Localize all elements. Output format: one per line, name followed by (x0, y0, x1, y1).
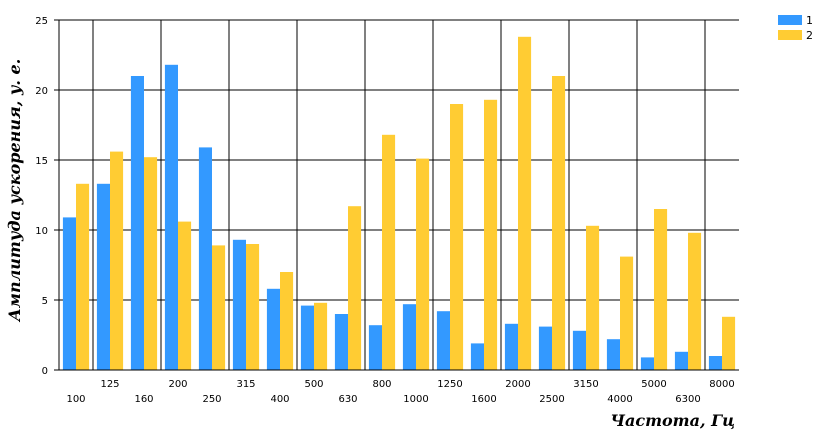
legend-label-2: 2 (806, 29, 813, 42)
bar-series-1 (708, 356, 722, 370)
gridlines (59, 19, 739, 371)
bar-series-2 (348, 206, 362, 370)
y-tick-label: 15 (35, 156, 48, 167)
y-tick-label: 10 (35, 226, 48, 237)
bar-series-2 (280, 272, 294, 370)
bar-series-2 (620, 256, 634, 370)
bar-series-2 (76, 183, 90, 370)
x-tick-label: 400 (270, 394, 289, 405)
x-tick-label: 800 (372, 379, 391, 390)
x-tick-label: 160 (134, 394, 153, 405)
x-tick-label: 1250 (437, 379, 462, 390)
bar-series-1 (300, 305, 314, 370)
x-tick-label: 5000 (641, 379, 666, 390)
bar-series-2 (110, 151, 124, 370)
bar-series-2 (722, 316, 736, 370)
bar-series-1 (436, 311, 450, 370)
bar-series-1 (674, 351, 688, 370)
bar-series-2 (178, 221, 192, 370)
x-tick-label: 1000 (403, 394, 428, 405)
x-tick-label: 500 (304, 379, 323, 390)
y-tick-label: 5 (42, 296, 48, 307)
y-tick-label: 0 (42, 366, 48, 377)
bar-series-1 (640, 357, 654, 370)
bar-series-1 (504, 323, 518, 370)
bar-series-2 (484, 99, 498, 371)
x-tick-label: 315 (236, 379, 255, 390)
bar-series-1 (470, 343, 484, 370)
bar-series-1 (130, 76, 144, 370)
bar-series-1 (164, 64, 178, 371)
y-axis-title: Амплитуда ускорения, у. е. (5, 59, 24, 323)
x-tick-label: 125 (100, 379, 119, 390)
bar-series-2 (246, 244, 260, 370)
x-tick-label: 6300 (675, 394, 700, 405)
bar-series-2 (586, 225, 600, 370)
legend-label-1: 1 (806, 14, 813, 27)
bar-series-2 (654, 209, 668, 370)
bar-series-2 (314, 302, 328, 370)
x-tick-label: 100 (66, 394, 85, 405)
bar-series-1 (96, 183, 110, 370)
bar-series-2 (552, 76, 566, 370)
x-tick-label: 4000 (607, 394, 632, 405)
bars (62, 36, 736, 371)
x-tick-label: 630 (338, 394, 357, 405)
bar-series-1 (334, 314, 348, 370)
bar-series-2 (212, 245, 226, 370)
bar-series-1 (368, 325, 382, 370)
bar-series-1 (572, 330, 586, 370)
legend: 12 (778, 14, 813, 42)
bar-series-1 (198, 147, 212, 370)
legend-swatch-1 (778, 15, 802, 25)
bar-series-2 (416, 158, 430, 370)
x-tick-label: 250 (202, 394, 221, 405)
axes (58, 20, 739, 371)
x-tick-label: 3150 (573, 379, 598, 390)
bar-series-2 (450, 104, 464, 370)
y-tick-labels: 0 5 10 15 20 25 (35, 16, 59, 377)
bar-series-2 (688, 232, 702, 370)
bar-series-1 (538, 326, 552, 370)
bar-series-1 (402, 304, 416, 370)
y-tick-label: 20 (35, 86, 48, 97)
x-tick-label: 200 (168, 379, 187, 390)
x-tick-label: 8000 (709, 379, 734, 390)
x-tick-label: 1600 (471, 394, 496, 405)
bar-series-1 (62, 217, 76, 370)
bar-series-1 (266, 288, 280, 370)
legend-swatch-2 (778, 30, 802, 40)
bar-series-1 (232, 239, 246, 370)
y-tick-label: 25 (35, 16, 48, 27)
bar-series-1 (606, 339, 620, 370)
x-tick-labels: 100 125 160 200 250 315 400 500 630 800 1000 1250 16… (66, 379, 734, 405)
bar-series-2 (518, 36, 532, 371)
x-axis-title: Частота, Гц (610, 411, 735, 430)
x-tick-label: 2500 (539, 394, 564, 405)
bar-series-2 (382, 134, 396, 370)
x-tick-label: 2000 (505, 379, 530, 390)
bar-series-2 (144, 157, 158, 370)
